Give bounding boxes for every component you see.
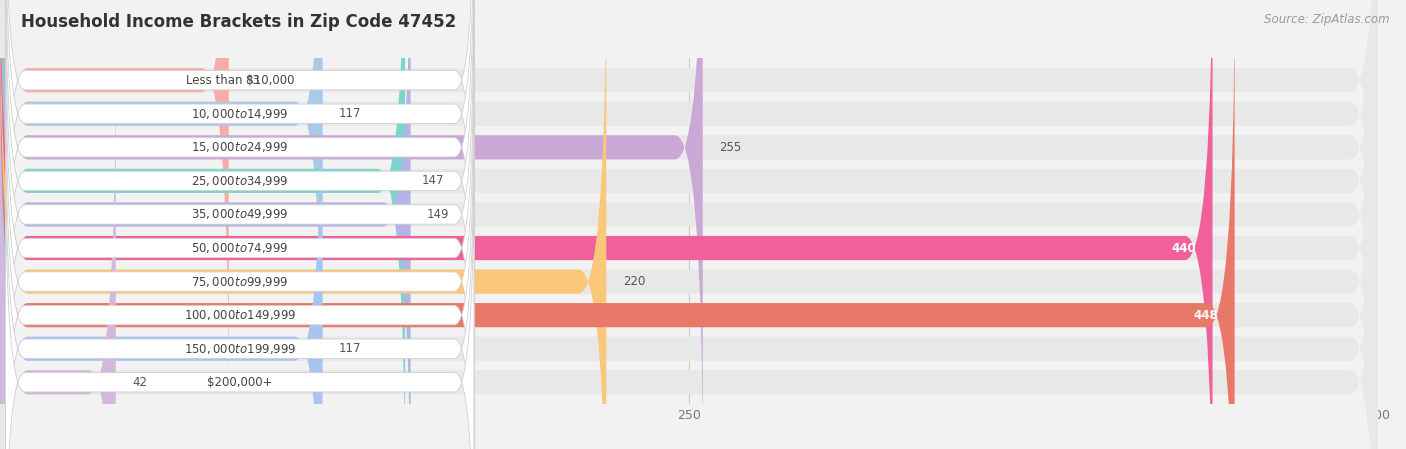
Text: Source: ZipAtlas.com: Source: ZipAtlas.com — [1264, 13, 1389, 26]
Text: $35,000 to $49,999: $35,000 to $49,999 — [191, 207, 288, 221]
FancyBboxPatch shape — [0, 0, 703, 449]
Text: Household Income Brackets in Zip Code 47452: Household Income Brackets in Zip Code 47… — [21, 13, 457, 31]
FancyBboxPatch shape — [6, 0, 474, 339]
Text: Less than $10,000: Less than $10,000 — [186, 74, 294, 87]
FancyBboxPatch shape — [0, 0, 1378, 404]
Text: 149: 149 — [427, 208, 450, 221]
Text: 83: 83 — [245, 74, 260, 87]
FancyBboxPatch shape — [6, 0, 474, 440]
FancyBboxPatch shape — [6, 123, 474, 449]
Text: 117: 117 — [339, 342, 361, 355]
FancyBboxPatch shape — [6, 0, 474, 373]
FancyBboxPatch shape — [0, 0, 322, 437]
Text: 440: 440 — [1171, 242, 1197, 255]
FancyBboxPatch shape — [0, 0, 229, 404]
Text: $15,000 to $24,999: $15,000 to $24,999 — [191, 141, 288, 154]
FancyBboxPatch shape — [0, 59, 115, 449]
Text: 255: 255 — [720, 141, 741, 154]
FancyBboxPatch shape — [6, 0, 474, 305]
FancyBboxPatch shape — [6, 0, 474, 406]
Text: 147: 147 — [422, 174, 444, 187]
Text: 42: 42 — [132, 376, 148, 389]
FancyBboxPatch shape — [0, 25, 1378, 449]
FancyBboxPatch shape — [6, 56, 474, 449]
Text: $25,000 to $34,999: $25,000 to $34,999 — [191, 174, 288, 188]
FancyBboxPatch shape — [0, 0, 1212, 449]
Text: $50,000 to $74,999: $50,000 to $74,999 — [191, 241, 288, 255]
Text: $200,000+: $200,000+ — [207, 376, 273, 389]
Text: $10,000 to $14,999: $10,000 to $14,999 — [191, 107, 288, 121]
FancyBboxPatch shape — [6, 23, 474, 449]
FancyBboxPatch shape — [0, 0, 1378, 437]
FancyBboxPatch shape — [0, 25, 322, 449]
FancyBboxPatch shape — [0, 0, 1234, 449]
FancyBboxPatch shape — [6, 90, 474, 449]
Text: $100,000 to $149,999: $100,000 to $149,999 — [184, 308, 295, 322]
Text: $75,000 to $99,999: $75,000 to $99,999 — [191, 275, 288, 289]
FancyBboxPatch shape — [0, 59, 1378, 449]
FancyBboxPatch shape — [6, 157, 474, 449]
FancyBboxPatch shape — [0, 0, 405, 449]
Text: 117: 117 — [339, 107, 361, 120]
Text: 220: 220 — [623, 275, 645, 288]
FancyBboxPatch shape — [0, 0, 411, 449]
FancyBboxPatch shape — [0, 0, 606, 449]
Text: $150,000 to $199,999: $150,000 to $199,999 — [184, 342, 295, 356]
Text: 448: 448 — [1194, 308, 1218, 321]
